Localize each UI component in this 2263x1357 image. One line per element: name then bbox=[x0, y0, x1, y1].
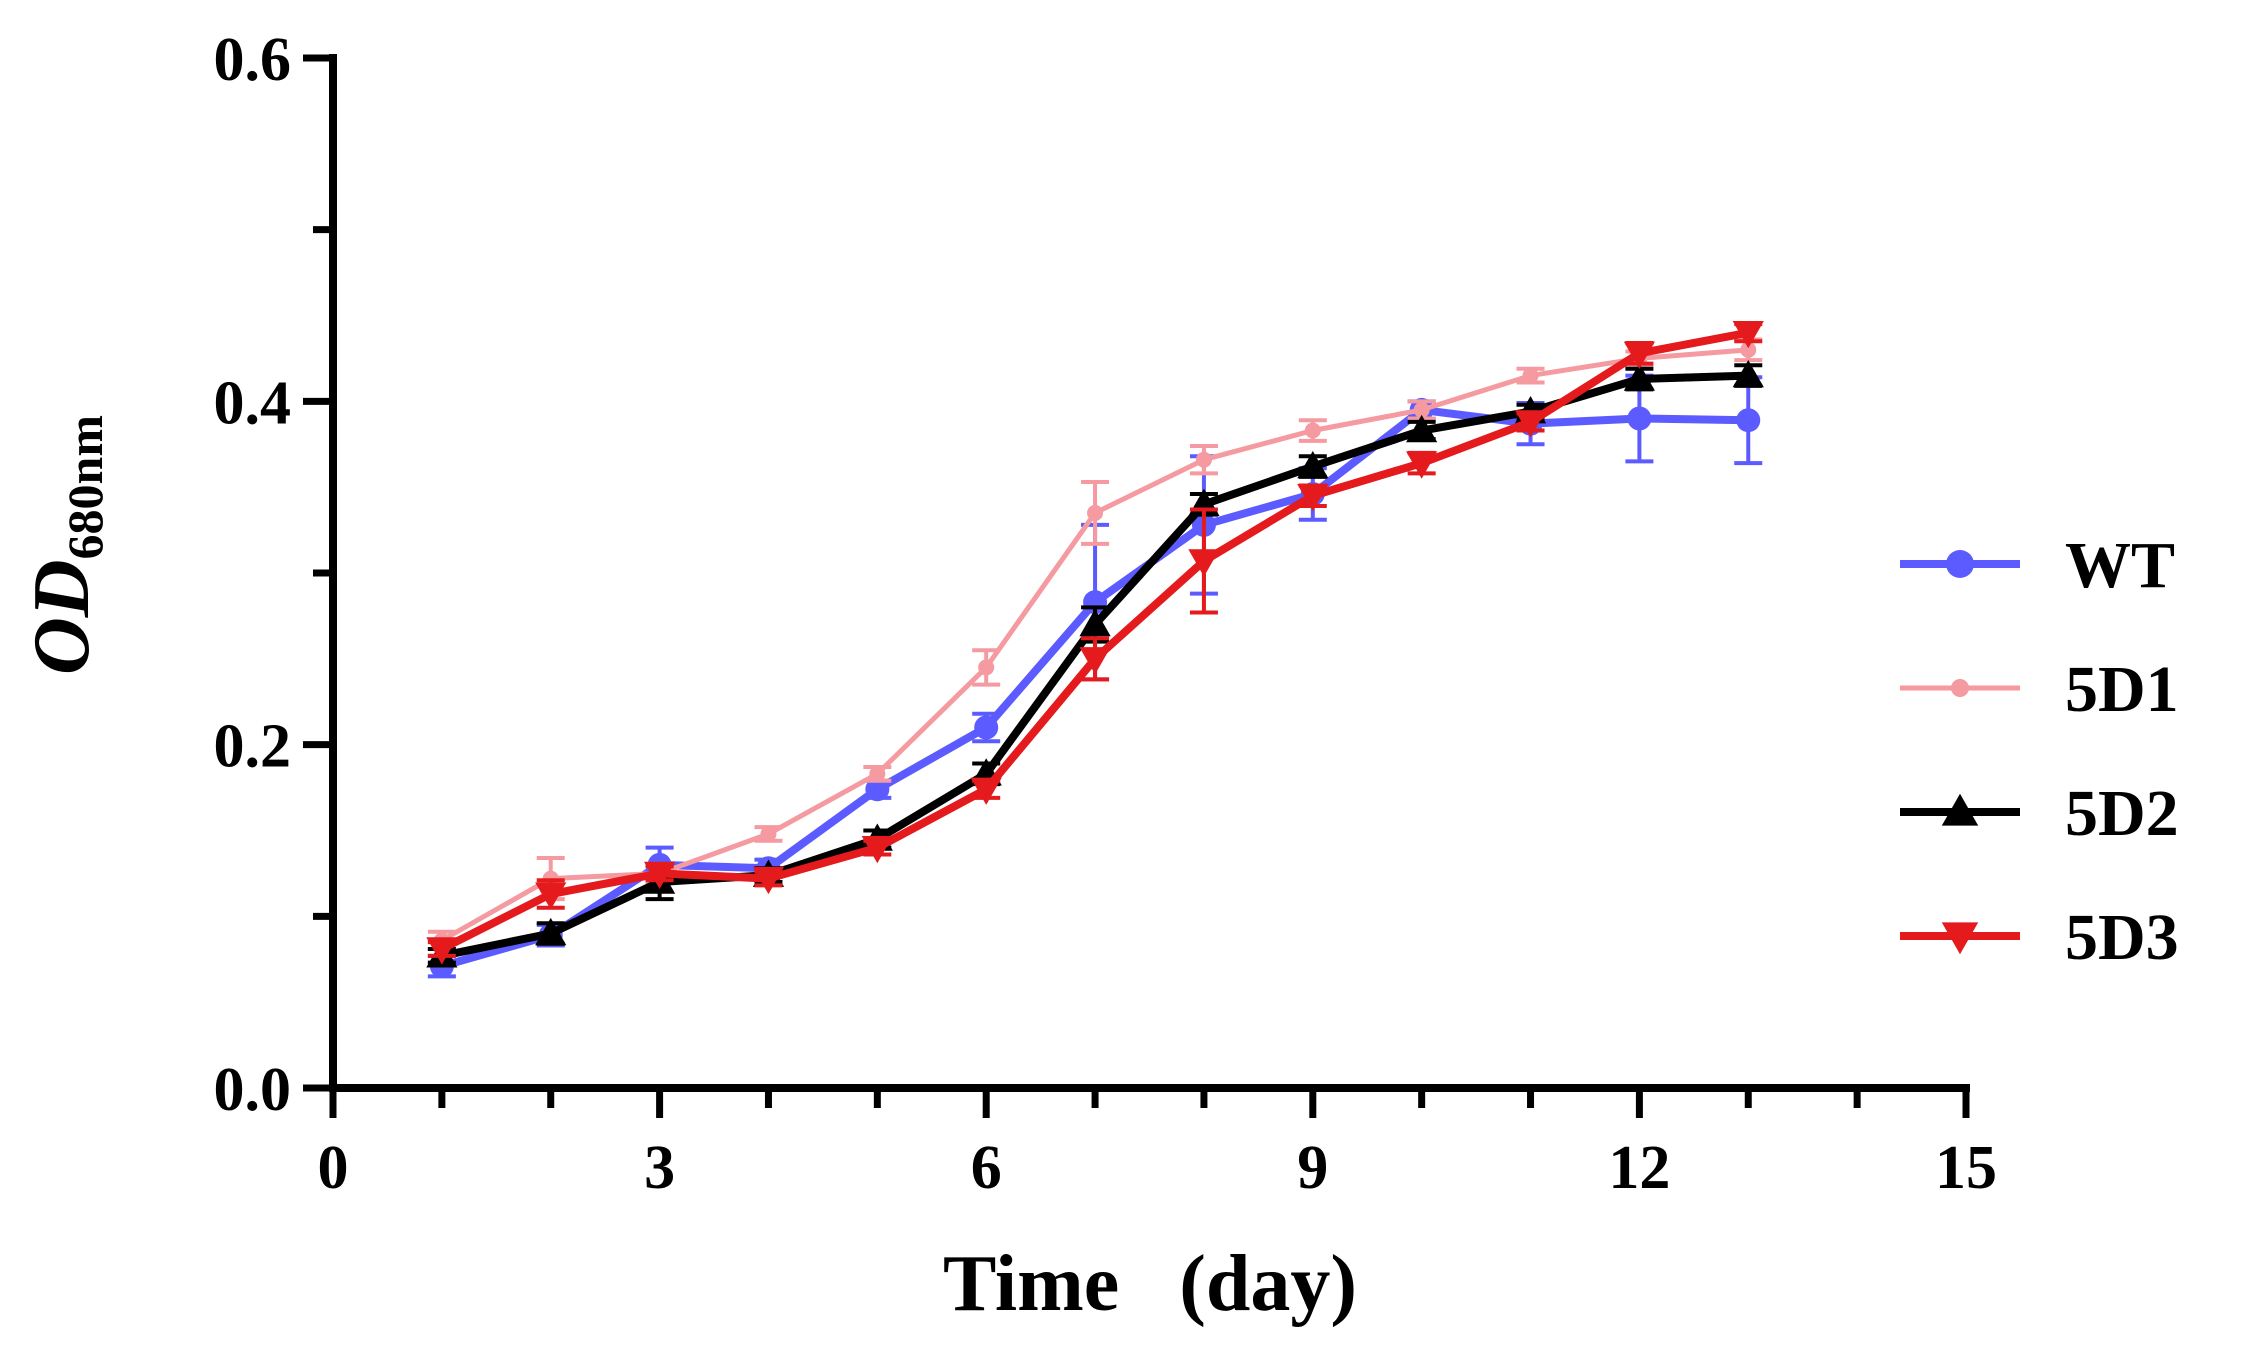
data-point bbox=[426, 937, 458, 965]
data-point bbox=[1522, 367, 1539, 384]
x-tick-label: 12 bbox=[1608, 1134, 1670, 1202]
data-point bbox=[535, 882, 567, 910]
data-point bbox=[869, 765, 886, 782]
legend-swatch-marker bbox=[1951, 679, 1969, 697]
legend-item-wt: WT bbox=[1900, 529, 2175, 602]
data-point bbox=[535, 917, 567, 946]
data-point bbox=[1623, 363, 1655, 391]
data-point bbox=[752, 866, 785, 895]
y-tick-label: 0.6 bbox=[214, 26, 292, 94]
series-5d3 bbox=[426, 320, 1764, 965]
data-point bbox=[1297, 484, 1329, 512]
data-point bbox=[644, 861, 676, 890]
x-tick-label: 9 bbox=[1297, 1134, 1328, 1202]
x-axis-title: Time (day) bbox=[943, 1240, 1357, 1328]
legend: WT 5D1 5D2 5D3 bbox=[1900, 529, 2179, 974]
x-tick-label: 0 bbox=[318, 1134, 349, 1202]
data-point bbox=[978, 659, 995, 676]
legend-swatch-marker bbox=[1941, 793, 1979, 826]
y-tick-label: 0.2 bbox=[214, 713, 292, 781]
legend-label: 5D1 bbox=[2065, 653, 2179, 726]
legend-item-5d1: 5D1 bbox=[1900, 653, 2179, 726]
legend-item-5d3: 5D3 bbox=[1900, 901, 2179, 974]
y-tick-label: 0.4 bbox=[214, 369, 292, 437]
data-point bbox=[970, 777, 1002, 805]
data-point bbox=[1413, 401, 1430, 418]
data-point bbox=[1732, 359, 1764, 388]
data-point bbox=[861, 835, 893, 864]
legend-label: 5D2 bbox=[2065, 777, 2179, 850]
data-point bbox=[1188, 549, 1220, 577]
legend-label: WT bbox=[2065, 529, 2175, 602]
data-point bbox=[1304, 422, 1321, 439]
legend-label: 5D3 bbox=[2065, 901, 2179, 974]
y-axis-title: OD680nm bbox=[18, 415, 113, 675]
data-point bbox=[1079, 647, 1111, 675]
data-point bbox=[1079, 608, 1111, 637]
data-point bbox=[1406, 414, 1438, 443]
axes bbox=[329, 54, 1970, 1092]
data-point bbox=[1297, 450, 1329, 479]
data-point bbox=[1623, 341, 1655, 369]
legend-swatch-marker bbox=[1941, 922, 1979, 955]
data-point bbox=[1514, 410, 1547, 438]
data-point bbox=[865, 777, 890, 802]
data-point bbox=[1732, 320, 1764, 349]
y-axis-ticks: 0.0 0.2 0.4 0.6 bbox=[214, 26, 333, 1124]
data-point bbox=[1087, 504, 1104, 521]
x-tick-label: 3 bbox=[644, 1134, 675, 1202]
y-axis-title-sub: 680nm bbox=[57, 415, 113, 559]
data-point bbox=[1406, 451, 1438, 479]
data-point bbox=[760, 825, 777, 842]
y-axis-title-text: OD680nm bbox=[18, 415, 113, 675]
legend-swatch-marker bbox=[1946, 550, 1974, 578]
data-point bbox=[1740, 341, 1757, 358]
data-point bbox=[974, 715, 999, 740]
data-point bbox=[1195, 451, 1212, 468]
data-point bbox=[1627, 406, 1652, 431]
data-point bbox=[1736, 408, 1761, 433]
legend-item-5d2: 5D2 bbox=[1900, 777, 2179, 850]
series-group bbox=[426, 320, 1764, 979]
y-tick-label: 0.0 bbox=[214, 1056, 292, 1124]
y-axis-title-main: OD bbox=[18, 559, 106, 675]
x-axis-ticks: 0 3 6 9 12 15 bbox=[318, 1088, 1997, 1202]
x-tick-label: 15 bbox=[1935, 1134, 1997, 1202]
x-tick-label: 6 bbox=[971, 1134, 1002, 1202]
